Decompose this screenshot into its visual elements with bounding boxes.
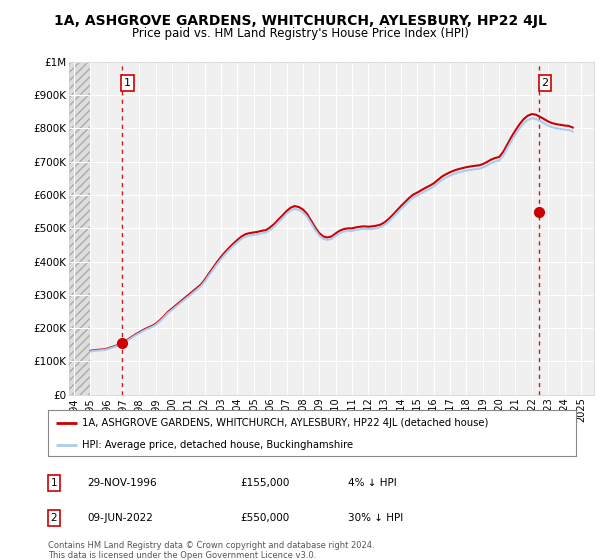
Text: 1: 1 bbox=[124, 78, 131, 88]
Text: 2: 2 bbox=[50, 513, 58, 523]
Bar bbox=[69, 62, 90, 395]
Text: 2: 2 bbox=[542, 78, 548, 88]
Text: 4% ↓ HPI: 4% ↓ HPI bbox=[348, 478, 397, 488]
Text: 1A, ASHGROVE GARDENS, WHITCHURCH, AYLESBURY, HP22 4JL (detached house): 1A, ASHGROVE GARDENS, WHITCHURCH, AYLESB… bbox=[82, 418, 488, 428]
Text: 29-NOV-1996: 29-NOV-1996 bbox=[87, 478, 157, 488]
Text: £550,000: £550,000 bbox=[240, 513, 289, 523]
Text: Price paid vs. HM Land Registry's House Price Index (HPI): Price paid vs. HM Land Registry's House … bbox=[131, 27, 469, 40]
Text: 30% ↓ HPI: 30% ↓ HPI bbox=[348, 513, 403, 523]
Text: 1A, ASHGROVE GARDENS, WHITCHURCH, AYLESBURY, HP22 4JL: 1A, ASHGROVE GARDENS, WHITCHURCH, AYLESB… bbox=[53, 14, 547, 28]
Text: 09-JUN-2022: 09-JUN-2022 bbox=[87, 513, 153, 523]
Text: Contains HM Land Registry data © Crown copyright and database right 2024.
This d: Contains HM Land Registry data © Crown c… bbox=[48, 541, 374, 560]
Text: £155,000: £155,000 bbox=[240, 478, 289, 488]
Text: HPI: Average price, detached house, Buckinghamshire: HPI: Average price, detached house, Buck… bbox=[82, 440, 353, 450]
Text: 1: 1 bbox=[50, 478, 58, 488]
